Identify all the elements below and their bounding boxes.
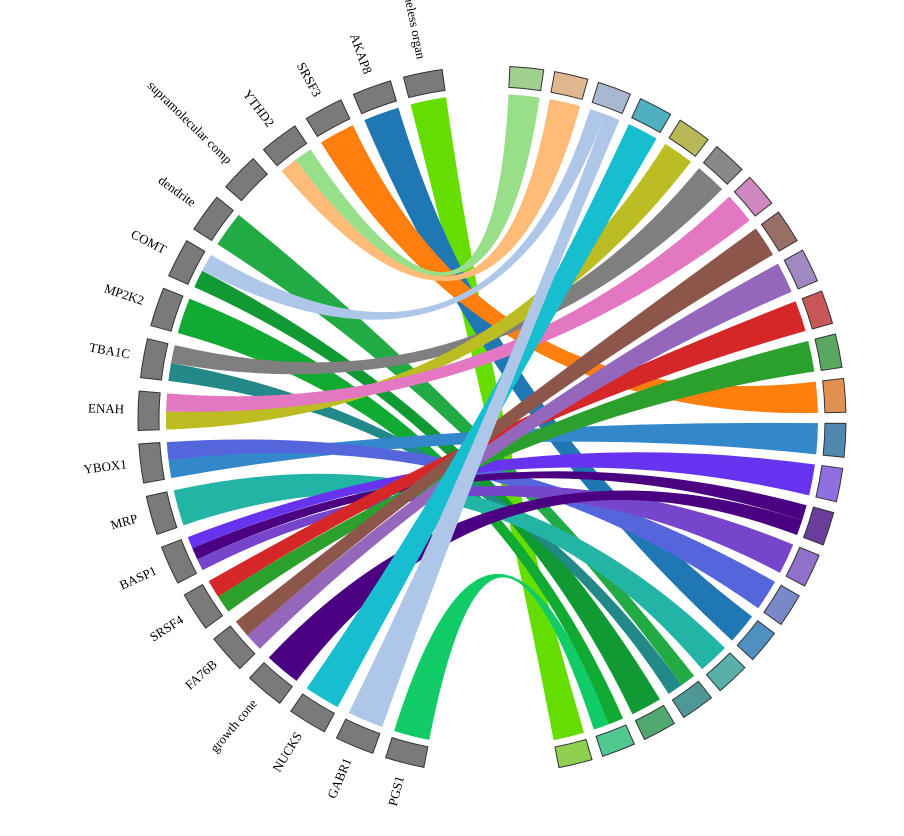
segment-right-5 [736, 620, 776, 661]
chord-ribbon-13 [168, 422, 818, 479]
segment-right-2 [634, 704, 676, 741]
chord-ribbon-1 [364, 107, 753, 641]
label-13: dendrite [156, 172, 200, 209]
segment-right-22 [508, 65, 545, 92]
label-2: NUCKS [269, 729, 305, 774]
chord-ribbon-24 [306, 124, 657, 708]
label-0: PGS1 [385, 774, 407, 807]
segment-left-16 [305, 99, 351, 138]
segment-left-1 [335, 718, 381, 754]
segment-right-15 [760, 211, 798, 252]
segment-right-21 [550, 71, 589, 101]
segment-left-12 [168, 240, 206, 285]
chord-ribbon-19 [218, 340, 815, 612]
chord-ribbon-20 [208, 301, 806, 597]
chord-ribbon-2 [321, 125, 818, 414]
segment-right-7 [785, 546, 820, 587]
segment-left-17 [352, 80, 398, 115]
segment-left-8 [138, 442, 165, 484]
segment-right-6 [763, 584, 800, 626]
label-6: BASP1 [117, 563, 159, 593]
segment-left-10 [139, 338, 169, 381]
segment-left-14 [224, 157, 269, 202]
label-9: ENAH [88, 400, 124, 416]
chord-ribbon-25 [348, 114, 620, 727]
label-10: TBA1C [88, 340, 131, 362]
segment-left-13 [193, 196, 234, 242]
segment-right-0 [554, 738, 593, 769]
segment-left-6 [160, 538, 198, 584]
label-4: FA76B [182, 656, 220, 692]
segment-left-11 [150, 287, 184, 332]
label-3: growth cone [207, 696, 260, 755]
segment-right-18 [668, 119, 709, 157]
segments-layer [137, 65, 847, 769]
segment-right-13 [801, 290, 834, 330]
label-5: SRSF4 [147, 612, 187, 645]
ribbons-layer [166, 94, 818, 741]
segment-left-18 [402, 68, 446, 99]
segment-right-12 [814, 333, 843, 372]
chord-ribbon-5 [217, 214, 695, 686]
label-17: AKAP8 [347, 31, 375, 76]
segment-right-11 [822, 377, 847, 414]
segment-left-0 [385, 736, 429, 768]
chord-ribbon-6 [194, 270, 660, 715]
segment-left-3 [248, 661, 294, 705]
label-16: SRSF3 [294, 60, 325, 100]
label-1: GABR1 [324, 756, 354, 801]
label-14: supramolecular comp [145, 78, 236, 167]
label-18: r membraneless organ [392, 0, 429, 61]
chord-ribbon-15 [173, 473, 726, 670]
chord-ribbon-7 [202, 109, 605, 320]
segment-right-17 [702, 145, 743, 185]
label-11: MP2K2 [102, 281, 146, 308]
segment-right-19 [631, 98, 672, 134]
segment-right-16 [733, 176, 773, 217]
chord-ribbon-22 [235, 228, 773, 636]
label-12: COMT [129, 226, 169, 257]
segment-right-1 [595, 724, 635, 757]
chord-ribbon-8 [177, 298, 624, 725]
chord-ribbon-18 [187, 452, 815, 549]
label-8: YBOX1 [83, 456, 128, 476]
segment-right-20 [591, 81, 632, 115]
segment-right-8 [802, 506, 835, 546]
chord-ribbon-3 [281, 99, 581, 282]
segment-left-7 [145, 491, 178, 535]
segment-left-4 [213, 625, 256, 670]
segment-right-14 [783, 249, 819, 290]
segment-right-10 [822, 422, 847, 458]
segment-right-9 [815, 464, 844, 503]
segment-right-4 [705, 652, 746, 692]
segment-left-15 [262, 125, 308, 167]
chord-ribbon-4 [295, 94, 540, 276]
label-7: MRP [109, 511, 139, 533]
label-15: YTHD2 [240, 87, 278, 130]
segment-right-3 [671, 680, 713, 719]
chord-ribbon-10 [171, 168, 723, 375]
chord-ribbon-12 [166, 196, 750, 412]
segment-left-9 [137, 390, 161, 431]
segment-left-5 [183, 583, 224, 629]
segment-left-2 [290, 693, 336, 733]
chord-ribbon-26 [394, 573, 609, 740]
chord-ribbon-21 [247, 263, 792, 649]
